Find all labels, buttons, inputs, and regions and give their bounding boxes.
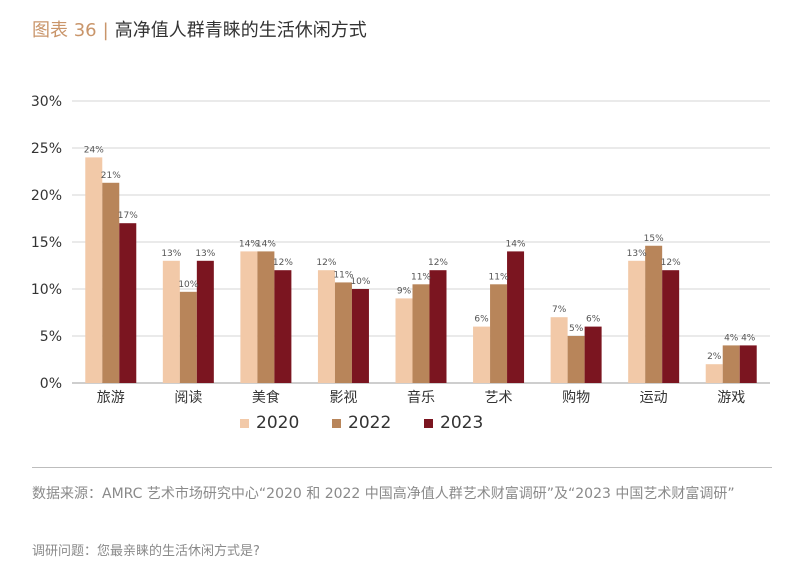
bar-2020: [705, 364, 723, 383]
data-label: 11%: [333, 270, 353, 280]
data-label: 21%: [101, 171, 121, 181]
bar-2020: [473, 326, 491, 383]
data-label: 11%: [489, 272, 509, 282]
legend-label: 2020: [256, 413, 299, 433]
bar-2022: [257, 251, 275, 383]
bar-chart: 0% 5% 10% 15% 20% 25% 30% 24% 21% 17% 13% 10% 13% 14…: [31, 94, 770, 433]
bar-2023: [196, 260, 214, 383]
bar-2022: [412, 284, 430, 383]
data-label: 17%: [118, 211, 138, 221]
legend-label: 2023: [440, 413, 483, 433]
data-label: 12%: [316, 258, 336, 268]
data-label: 14%: [256, 239, 276, 249]
data-label: 11%: [411, 272, 431, 282]
x-tick-label: 运动: [640, 390, 668, 406]
data-label: 12%: [428, 258, 448, 268]
data-label: 13%: [195, 249, 215, 259]
bar-2023: [274, 270, 292, 383]
legend: 2020 2022 2023: [240, 413, 483, 433]
data-label: 2%: [707, 352, 722, 362]
y-tick-label: 20%: [31, 188, 62, 204]
x-tick-label: 音乐: [407, 389, 435, 406]
x-tick-label: 购物: [562, 390, 590, 406]
survey-question: 调研问题：您最亲睐的生活休闲方式是?: [32, 544, 260, 559]
x-tick-label: 艺术: [485, 390, 513, 406]
bar-2023: [351, 289, 369, 383]
data-label: 14%: [506, 239, 526, 249]
data-label: 14%: [239, 239, 259, 249]
bar-2020: [550, 317, 568, 383]
x-tick-label: 阅读: [174, 389, 202, 406]
footer-divider: [32, 467, 772, 468]
data-label: 15%: [644, 234, 664, 244]
data-label: 12%: [273, 258, 293, 268]
bar-2023: [429, 270, 447, 383]
y-tick-label: 10%: [31, 282, 62, 298]
data-label: 5%: [569, 324, 584, 334]
data-label: 6%: [586, 315, 601, 325]
title-separator: |: [102, 20, 109, 41]
bars: [85, 157, 757, 383]
x-axis-ticks: 旅游 阅读 美食 影视 音乐 艺术 购物 运动 游戏: [97, 389, 745, 406]
bar-2022: [179, 291, 197, 383]
y-tick-label: 25%: [31, 141, 62, 157]
x-tick-label: 旅游: [97, 390, 125, 406]
bar-2020: [85, 157, 103, 383]
x-tick-label: 游戏: [717, 390, 745, 406]
data-label: 13%: [627, 249, 647, 259]
data-label: 6%: [474, 315, 489, 325]
y-tick-label: 0%: [40, 376, 62, 392]
data-label: 24%: [84, 145, 104, 155]
legend-label: 2022: [348, 413, 391, 433]
data-label: 13%: [161, 249, 181, 259]
data-label: 4%: [724, 333, 739, 343]
x-tick-label: 影视: [329, 390, 357, 406]
x-tick-label: 美食: [252, 389, 280, 406]
bar-2020: [240, 251, 258, 383]
bar-2023: [662, 270, 680, 383]
bar-2022: [722, 345, 740, 383]
y-tick-label: 15%: [31, 235, 62, 251]
bar-2020: [628, 260, 646, 383]
source-note: 数据来源：AMRC 艺术市场研究中心“2020 和 2022 中国高净值人群艺术…: [32, 486, 735, 502]
data-label: 4%: [741, 333, 756, 343]
y-tick-label: 5%: [40, 329, 62, 345]
bar-2022: [102, 182, 120, 383]
legend-swatch-2022: [332, 419, 341, 428]
data-label: 10%: [178, 280, 198, 290]
figure-label: 图表 36: [32, 20, 97, 41]
data-label: 12%: [661, 258, 681, 268]
data-labels: 24%21%17%13%10%13%14%14%12% 12%11%10%9%11…: [84, 145, 756, 362]
bar-2020: [317, 270, 335, 383]
bar-2022: [334, 282, 352, 383]
bar-2020: [395, 298, 413, 383]
bar-2022: [567, 336, 585, 383]
legend-swatch-2020: [240, 419, 249, 428]
bar-2023: [507, 251, 525, 383]
bar-2020: [162, 260, 180, 383]
bar-2022: [490, 284, 508, 383]
bar-2023: [739, 345, 757, 383]
chart-title: 高净值人群青睐的生活休闲方式: [114, 20, 367, 41]
data-label: 10%: [350, 277, 370, 287]
legend-swatch-2023: [424, 419, 433, 428]
y-axis-ticks: 0% 5% 10% 15% 20% 25% 30%: [31, 94, 62, 392]
data-label: 7%: [552, 305, 567, 315]
chart-title-row: 图表 36 | 高净值人群青睐的生活休闲方式: [32, 16, 367, 42]
data-label: 9%: [397, 286, 412, 296]
bar-2023: [119, 223, 137, 383]
y-tick-label: 30%: [31, 94, 62, 110]
bar-2022: [645, 245, 663, 383]
bar-2023: [584, 326, 602, 383]
